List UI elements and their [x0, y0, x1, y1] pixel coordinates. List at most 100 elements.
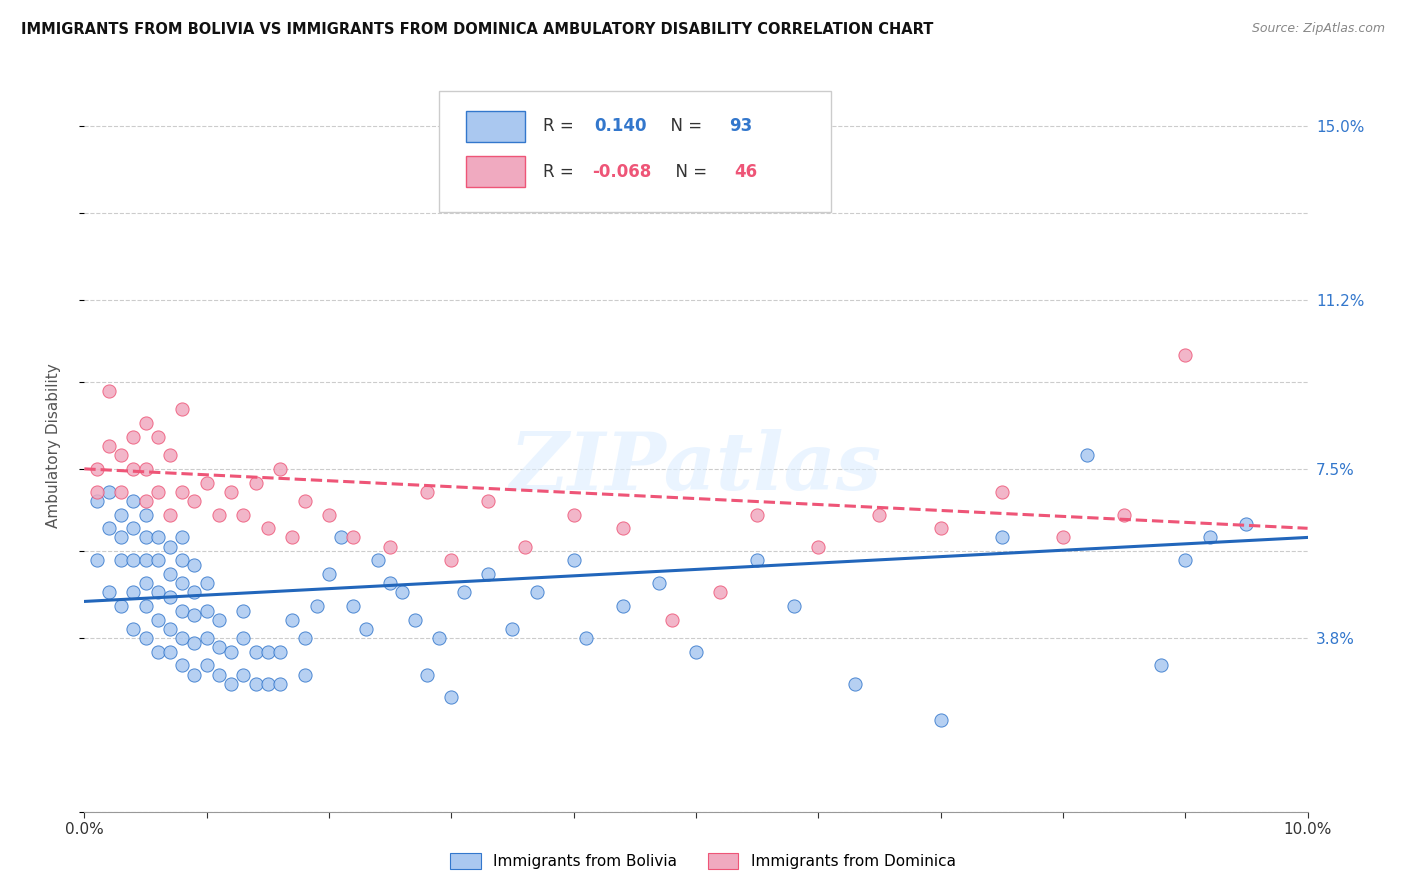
Point [575, 631, 598, 645]
Point [135, 494, 157, 508]
Point [747, 553, 769, 567]
Point [416, 484, 439, 499]
Point [172, 402, 194, 417]
Point [612, 521, 634, 535]
Point [416, 667, 439, 681]
Point [135, 530, 157, 544]
Point [146, 484, 169, 499]
Point [380, 576, 402, 591]
Point [146, 530, 169, 544]
Point [159, 590, 181, 604]
Point [110, 484, 132, 499]
Point [318, 567, 340, 582]
Point [122, 430, 145, 444]
Point [342, 530, 364, 544]
Point [195, 658, 218, 673]
Point [159, 567, 181, 582]
Point [172, 484, 194, 499]
Point [232, 631, 254, 645]
Point [294, 631, 316, 645]
Text: ZIPatlas: ZIPatlas [510, 429, 882, 507]
Point [526, 585, 548, 599]
Point [110, 508, 132, 522]
Point [122, 622, 145, 636]
Point [97, 521, 120, 535]
Point [269, 676, 291, 690]
Point [991, 530, 1014, 544]
Point [122, 521, 145, 535]
Point [172, 576, 194, 591]
Text: -0.068: -0.068 [592, 162, 651, 181]
Point [232, 508, 254, 522]
Point [146, 585, 169, 599]
Point [232, 667, 254, 681]
Point [86, 462, 108, 476]
Point [219, 676, 242, 690]
Text: Source: ZipAtlas.com: Source: ZipAtlas.com [1251, 22, 1385, 36]
Point [146, 430, 169, 444]
Point [929, 521, 952, 535]
Point [146, 645, 169, 659]
Point [135, 599, 157, 613]
Point [232, 604, 254, 618]
Point [135, 462, 157, 476]
Point [869, 508, 891, 522]
Point [219, 645, 242, 659]
Point [367, 553, 389, 567]
Point [135, 508, 157, 522]
Point [135, 631, 157, 645]
Text: 46: 46 [734, 162, 756, 181]
Point [783, 599, 806, 613]
Point [183, 494, 205, 508]
Point [110, 448, 132, 462]
Point [183, 667, 205, 681]
Point [685, 645, 707, 659]
Point [380, 540, 402, 554]
Point [305, 599, 328, 613]
Point [146, 613, 169, 627]
Point [747, 508, 769, 522]
Point [391, 585, 413, 599]
Point [404, 613, 426, 627]
Point [342, 599, 364, 613]
Legend: Immigrants from Bolivia, Immigrants from Dominica: Immigrants from Bolivia, Immigrants from… [444, 847, 962, 875]
Point [159, 540, 181, 554]
Point [1076, 448, 1098, 462]
Point [477, 494, 499, 508]
Point [183, 635, 205, 649]
Point [257, 676, 280, 690]
Point [281, 530, 304, 544]
Text: N =: N = [665, 162, 713, 181]
Text: N =: N = [661, 118, 707, 136]
Point [172, 530, 194, 544]
Point [172, 631, 194, 645]
Point [562, 508, 585, 522]
Text: R =: R = [543, 118, 585, 136]
Point [135, 416, 157, 430]
Point [477, 567, 499, 582]
Point [257, 645, 280, 659]
Point [195, 631, 218, 645]
Point [159, 448, 181, 462]
Point [562, 553, 585, 567]
Point [208, 640, 231, 655]
Point [844, 676, 866, 690]
FancyBboxPatch shape [439, 91, 831, 212]
Point [245, 645, 267, 659]
Point [269, 462, 291, 476]
Point [97, 384, 120, 399]
Point [172, 604, 194, 618]
Point [427, 631, 450, 645]
Point [159, 622, 181, 636]
Point [110, 599, 132, 613]
Point [1174, 347, 1197, 362]
Point [807, 540, 830, 554]
Point [1052, 530, 1074, 544]
Point [318, 508, 340, 522]
Point [612, 599, 634, 613]
Point [257, 521, 280, 535]
Point [281, 613, 304, 627]
Point [991, 484, 1014, 499]
FancyBboxPatch shape [465, 111, 524, 142]
Point [110, 553, 132, 567]
